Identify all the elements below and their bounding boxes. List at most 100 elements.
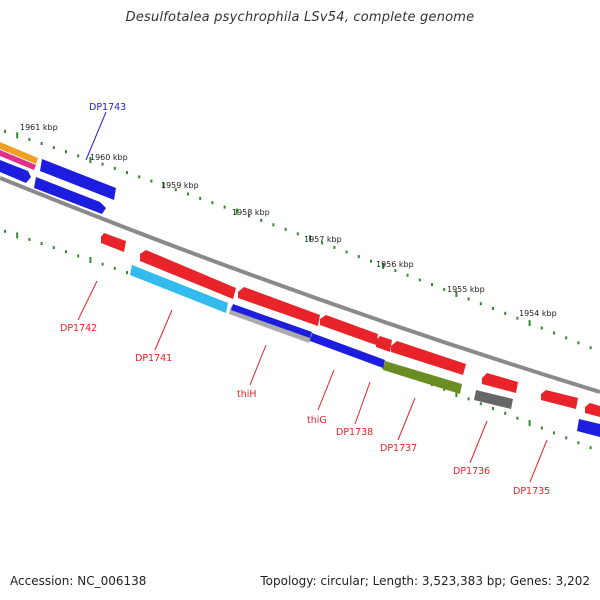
gene-magenta[interactable] (0, 150, 36, 170)
gene-dp1738[interactable] (376, 336, 392, 352)
inner-scale-tick (101, 262, 104, 266)
outer-scale-tick (382, 262, 385, 269)
outer-scale-tick (199, 196, 202, 200)
outer-scale-tick (162, 182, 165, 189)
genome-title: Desulfotalea psychrophila LSv54, complet… (125, 10, 475, 25)
outer-scale-tick (455, 291, 458, 298)
label-dp1743[interactable]: DP1743 (89, 102, 126, 113)
outer-scale-tick (492, 307, 494, 310)
label-thig[interactable]: thiG (307, 415, 327, 426)
gene-red-edge[interactable] (585, 403, 600, 417)
outer-scale-tick (504, 311, 507, 315)
gene-thig-blue[interactable] (231, 304, 312, 338)
label-dp1736[interactable]: DP1736 (453, 466, 490, 477)
outer-scale-tick (4, 129, 6, 133)
gene-dp1736[interactable] (474, 390, 513, 409)
outer-scale-tick (89, 157, 92, 163)
outer-scale-tick (528, 320, 531, 327)
gene-thih-red[interactable] (238, 287, 320, 326)
label-dp1737[interactable]: DP1737 (380, 443, 417, 454)
inner-scale-tick (589, 446, 592, 450)
leader-dp1738 (354, 381, 371, 425)
inner-scale-tick (504, 411, 507, 415)
inner-scale-tick (4, 229, 6, 233)
outer-scale-tick (333, 245, 336, 249)
label-dp1735[interactable]: DP1735 (513, 486, 550, 497)
gene-dp1742[interactable] (101, 233, 126, 252)
inner-scale-tick (577, 441, 580, 445)
scale-label-1961: 1961 kbp (20, 123, 58, 132)
label-dp1738[interactable]: DP1738 (336, 427, 373, 438)
inner-scale-tick (52, 246, 55, 250)
inner-scale-tick (455, 391, 458, 398)
accession-text: Accession: NC_006138 (10, 574, 147, 588)
gene-dp1741[interactable] (130, 265, 228, 313)
inner-scale-ticks (4, 229, 592, 450)
scale-label-1958: 1958 kbp (232, 208, 270, 217)
outer-scale-tick (187, 192, 189, 196)
outer-scale-tick (138, 175, 141, 179)
inner-scale-tick (528, 420, 531, 427)
outer-scale-tick (101, 162, 104, 166)
label-dp1741[interactable]: DP1741 (135, 353, 172, 364)
outer-scale-tick (540, 326, 543, 330)
outer-scale-tick (284, 227, 287, 231)
gene-dp1743[interactable] (40, 159, 116, 200)
leader-dp1735 (529, 439, 548, 483)
inner-scale-tick (565, 436, 568, 440)
scale-label-1959: 1959 kbp (161, 181, 199, 190)
scale-label-1960: 1960 kbp (90, 153, 128, 162)
inner-scale-tick (113, 266, 116, 270)
outer-scale-tick (394, 269, 397, 272)
gene-thig[interactable] (310, 333, 385, 368)
gene-dp1737[interactable] (383, 361, 462, 394)
outer-scale-tick (272, 223, 275, 227)
outer-scale-tick (211, 201, 214, 205)
gene-blue-edge[interactable] (577, 419, 600, 437)
leader-dp1742 (77, 280, 98, 321)
outer-scale-tick (16, 132, 19, 139)
inner-scale-tick (479, 402, 482, 406)
inner-scale-tick (540, 426, 543, 430)
inner-scale-tick (516, 416, 519, 420)
inner-scale-tick (492, 407, 494, 410)
gene-dp1735[interactable] (541, 390, 578, 409)
gene-blue-left-top[interactable] (0, 160, 31, 183)
scale-label-1955: 1955 kbp (447, 285, 485, 294)
inner-scale-tick (65, 250, 67, 254)
leader-dp1743 (85, 111, 107, 161)
outer-scale-tick (370, 259, 372, 263)
scale-label-1954: 1954 kbp (519, 309, 557, 318)
outer-scale-tick (260, 218, 263, 222)
inner-scale-tick (40, 242, 43, 245)
label-thih[interactable]: thiH (237, 389, 257, 400)
outer-scale-tick (565, 336, 568, 340)
inner-scale-tick (553, 431, 555, 435)
outer-scale-tick (113, 166, 116, 170)
genome-summary-text: Topology: circular; Length: 3,523,383 bp… (260, 574, 590, 588)
scale-label-1957: 1957 kbp (304, 235, 342, 244)
inner-scale-tick (89, 257, 92, 263)
gene-red-right[interactable] (391, 341, 466, 375)
gene-orange[interactable] (0, 142, 38, 164)
outer-scale-tick (516, 316, 519, 320)
outer-scale-tick (406, 273, 409, 277)
gene-dp1741-red[interactable] (140, 250, 236, 299)
gene-blue-under-dp1743[interactable] (34, 177, 106, 214)
outer-scale-tick (431, 283, 433, 287)
outer-scale-tick (174, 188, 177, 192)
label-dp1742[interactable]: DP1742 (60, 323, 97, 334)
outer-scale-tick (235, 208, 238, 215)
inner-scale-tick (126, 271, 128, 275)
leader-thih (249, 344, 267, 386)
outer-scale-tick (28, 137, 31, 141)
leader-dp1741 (154, 309, 173, 351)
gene-red-mid[interactable] (320, 315, 378, 345)
inner-scale-tick (443, 387, 446, 391)
outer-scale-tick (296, 232, 299, 236)
gene-red-dp1736-above[interactable] (482, 373, 518, 393)
inner-scale-tick (467, 397, 470, 401)
outer-scale-tick (479, 302, 482, 306)
outer-scale-tick (357, 255, 360, 259)
